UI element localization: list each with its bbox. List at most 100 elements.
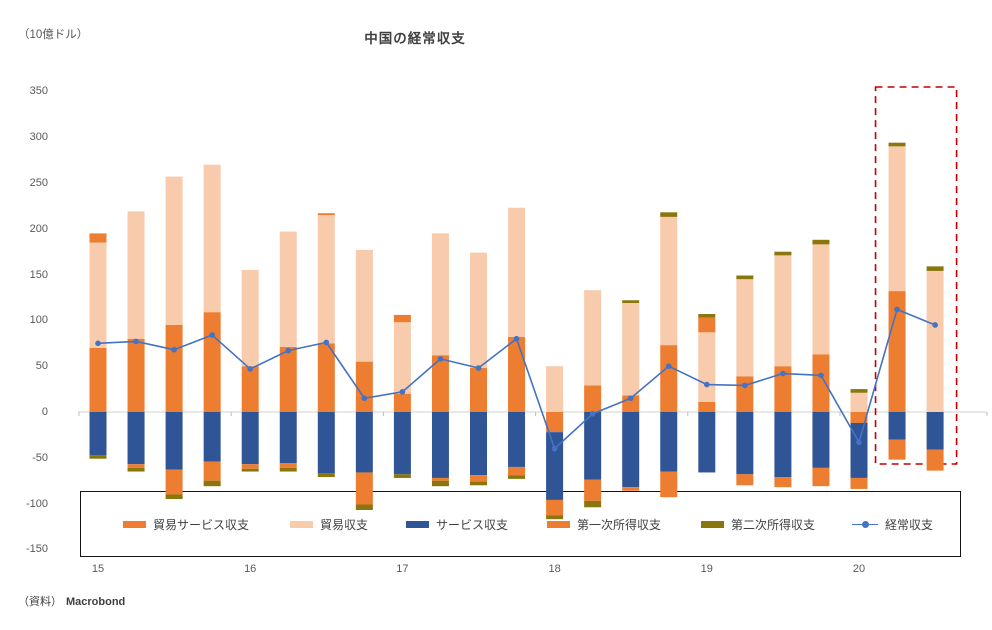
bar-segment [774,366,792,412]
bar-segment [888,291,906,412]
line-marker [627,395,634,402]
bar-segment [279,463,297,468]
line-marker [475,365,482,371]
bar-segment [622,395,640,412]
line-marker [323,339,330,346]
y-tick-label: 250 [29,177,48,189]
line-marker [856,439,862,446]
bar-segment [508,412,526,467]
y-tick-label: 300 [29,131,48,144]
legend-item-3: 第一次所得収支 [547,516,661,532]
bar-segment [203,412,221,462]
bar-segment [241,270,259,367]
x-tick-label: 15 [91,563,105,575]
line-marker [780,370,786,377]
bar-segment [888,412,906,440]
line-marker [513,335,520,342]
x-tick-label: 18 [548,563,561,575]
bar-segment [241,366,259,412]
bar-segment [698,317,716,333]
bar-segment [660,345,678,412]
bar-segment [431,412,449,478]
line-marker [932,322,938,328]
bar-segment [926,449,944,471]
current-account-line [95,306,938,452]
legend-item-2: サービス収支 [406,516,508,532]
bar-segment [888,439,906,460]
bar-segment [774,412,792,478]
bar-segment [127,338,145,412]
bar-segment [431,480,449,487]
line-marker [209,332,215,338]
bar-segment [393,322,411,394]
x-tick-label: 16 [244,563,257,575]
bar-segment [660,412,678,472]
legend-label: 貿易サービス収支 [153,517,250,532]
bar-segment [812,239,830,245]
bar-segment [470,475,487,482]
bar-segment [850,389,868,393]
y-tick-label: -100 [25,497,48,510]
bar-segment [660,216,678,346]
line-marker [95,340,101,347]
bar-segment [89,242,107,348]
bar-segment [774,251,792,256]
bar-segment [660,212,678,217]
bar-segment [508,207,526,337]
bar-segment [393,393,411,412]
bar-segment [393,314,411,323]
legend-swatch [547,520,570,528]
line-marker [285,347,292,354]
bar-segment [508,336,526,412]
bar-segment [774,255,792,367]
bar-segment [698,332,716,402]
y-tick-label: -150 [25,543,48,556]
source-prefix: （資料） [18,596,62,608]
bar-segment [165,176,183,325]
legend-swatch [123,520,146,528]
legend-label: 経常収支 [885,517,934,532]
bar-segment [89,455,107,459]
bar-segment [622,302,640,396]
bar-segment [926,266,944,271]
line-marker [665,363,672,370]
line-marker [551,445,558,452]
bar-segment [127,211,145,339]
bar-segment [431,355,449,412]
legend-label: 第二次所得収支 [731,517,816,532]
bar-segment [850,422,868,478]
bar-segment [850,392,868,412]
bar-segment [431,233,449,356]
bar-segment [508,475,526,479]
bar-segment [127,464,145,468]
bar-segment [812,467,830,487]
line-marker [361,395,368,402]
line-marker [704,381,710,388]
bar-segment [89,233,107,243]
bar-segment [546,412,564,433]
bar-segment [850,477,868,489]
legend-item-1: 貿易収支 [290,516,368,532]
legend-label: 貿易収支 [320,517,369,532]
bar-segment [431,477,449,481]
bar-segment [736,376,754,412]
bar-segment [279,231,297,347]
legend-item-4: 第二次所得収支 [701,516,815,532]
bar-segment [774,477,792,488]
legend-item-current-account: 経常収支 [852,516,933,532]
bar-segment [203,480,221,487]
legend-label: サービス収支 [436,517,509,532]
x-tick-label: 19 [700,563,713,575]
bar-segment [812,354,830,412]
bar-segment [546,432,564,500]
bar-segment [926,270,944,412]
bar-segment [241,464,259,469]
bar-segment [888,146,906,292]
y-tick-label: 150 [29,268,48,281]
legend-swatch [701,520,724,528]
bar-segment [698,412,716,473]
bar-segment [241,468,259,472]
bar-segment [203,164,221,313]
bar-segment [698,313,716,318]
x-tick-label: 17 [396,563,409,575]
